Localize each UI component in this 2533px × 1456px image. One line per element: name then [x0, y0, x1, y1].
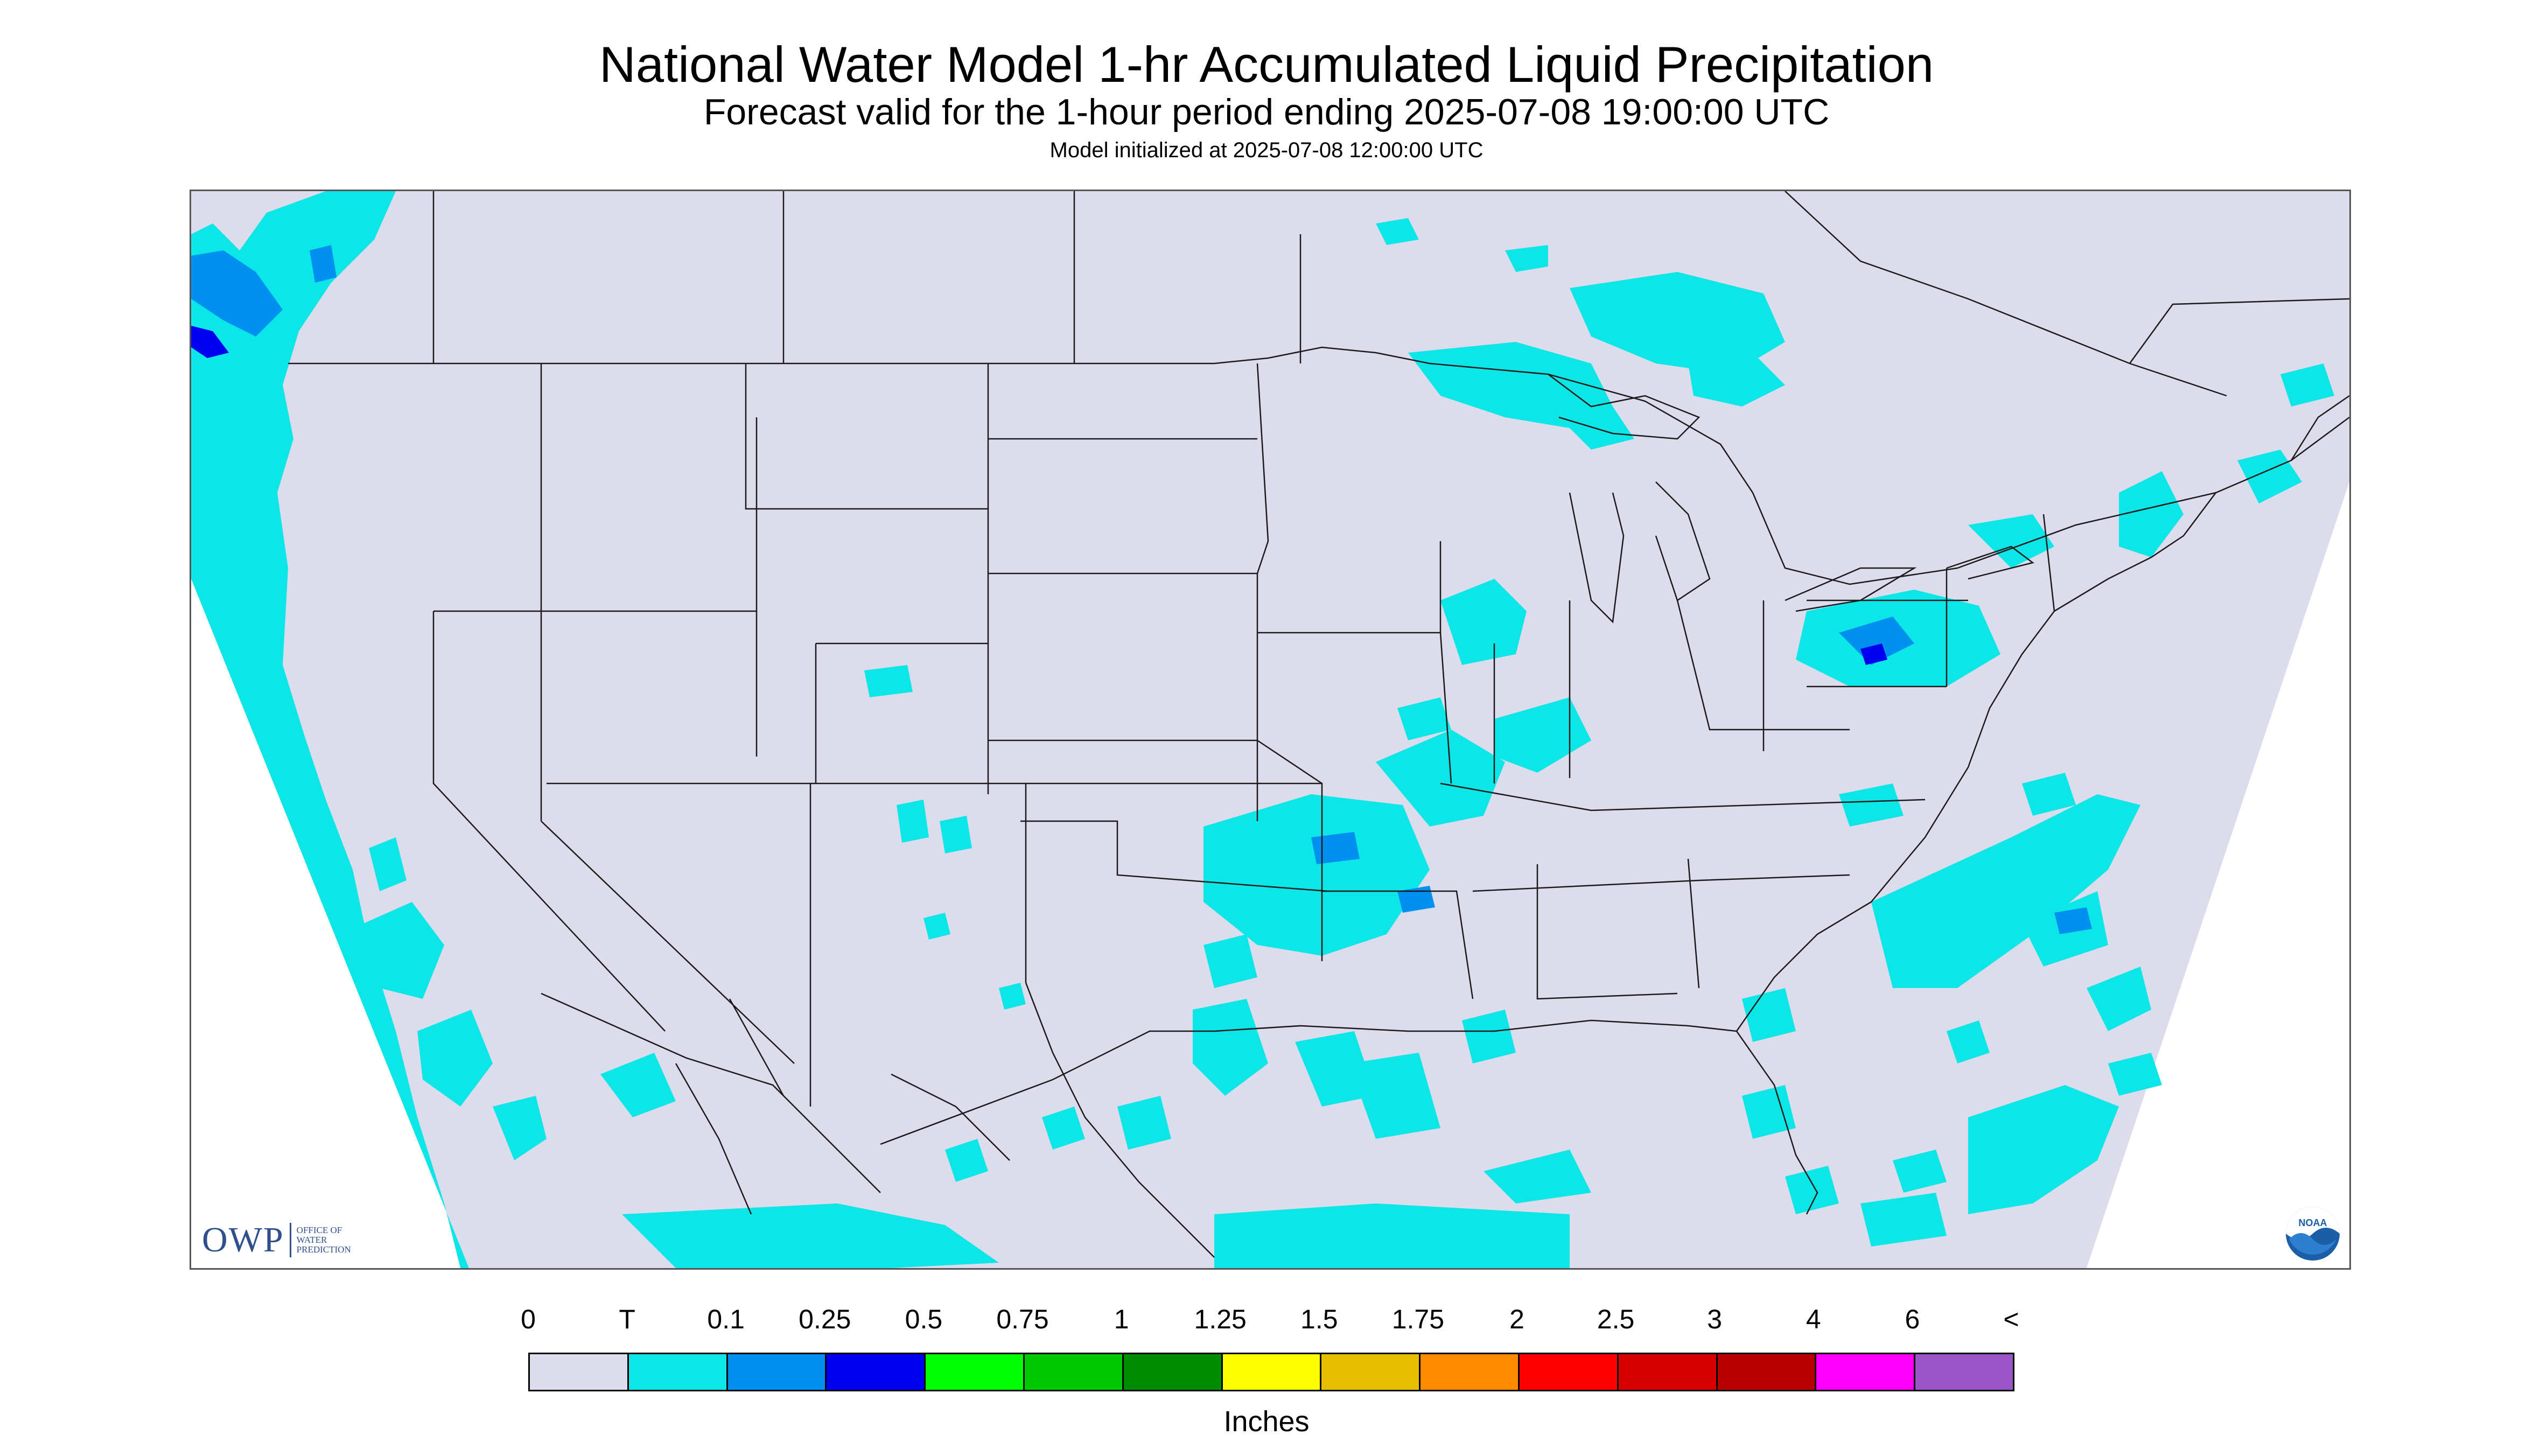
legend-swatch [1519, 1354, 1619, 1390]
legend-label: 3 [1707, 1304, 1723, 1334]
map-canvas [191, 191, 2349, 1268]
noaa-logo-icon: NOAA [2286, 1207, 2340, 1261]
owp-logo: OWP OFFICE OF WATER PREDICTION [202, 1220, 372, 1261]
legend-swatch [1123, 1354, 1223, 1390]
legend-label: < [2003, 1304, 2019, 1334]
owp-logo-divider [289, 1223, 291, 1257]
model-domain [191, 191, 2349, 1268]
legend-label: 0.5 [905, 1304, 943, 1334]
legend-color-bar [528, 1353, 2014, 1391]
legend-label: 1.25 [1194, 1304, 1247, 1334]
legend-units-label: Inches [1223, 1405, 1310, 1438]
legend-label: 0.1 [707, 1304, 745, 1334]
owp-logo-words: OFFICE OF WATER PREDICTION [296, 1225, 351, 1255]
legend-swatch [926, 1354, 1025, 1390]
legend-swatch [1222, 1354, 1322, 1390]
legend-label: 2 [1509, 1304, 1524, 1334]
legend-swatch [827, 1354, 926, 1390]
legend-label: 6 [1905, 1304, 1920, 1334]
legend-swatch [727, 1354, 827, 1390]
model-init-time: Model initialized at 2025-07-08 12:00:00… [1049, 138, 1484, 162]
precipitation-map: OWP OFFICE OF WATER PREDICTION NOAA [190, 190, 2351, 1270]
legend-label: 0.25 [799, 1304, 851, 1334]
legend-label: 1 [1114, 1304, 1129, 1334]
legend-label: 4 [1806, 1304, 1821, 1334]
legend-label: 1.75 [1391, 1304, 1445, 1334]
legend-swatch [1321, 1354, 1421, 1390]
legend-swatch [1618, 1354, 1718, 1390]
legend-label: 0.75 [996, 1304, 1049, 1334]
legend-swatch [1816, 1354, 1916, 1390]
legend-label: 2.5 [1597, 1304, 1635, 1334]
legend-swatch [1717, 1354, 1817, 1390]
legend-swatch [628, 1354, 728, 1390]
political-boundaries [288, 191, 2349, 1258]
precip-light-areas [191, 191, 2334, 1268]
precip-heavy-areas [191, 326, 1887, 665]
legend-labels: 0 T 0.1 0.25 0.5 0.75 1 1.25 1.5 1.75 2 2.5 3 4 6 < [0, 1303, 2533, 1341]
legend-label: 0 [521, 1304, 536, 1334]
noaa-logo-text: NOAA [2299, 1217, 2327, 1228]
precip-medium-areas [191, 245, 2092, 934]
legend-swatch [1915, 1354, 2013, 1390]
owp-logo-letters: OWP [202, 1220, 284, 1259]
map-title: National Water Model 1-hr Accumulated Li… [599, 36, 1934, 93]
legend-swatch [1024, 1354, 1124, 1390]
legend-swatch [530, 1354, 629, 1390]
legend-label: T [619, 1304, 635, 1334]
legend-swatch [1421, 1354, 1520, 1390]
forecast-valid-subtitle: Forecast valid for the 1-hour period end… [703, 92, 1830, 132]
legend-label: 1.5 [1300, 1304, 1338, 1334]
